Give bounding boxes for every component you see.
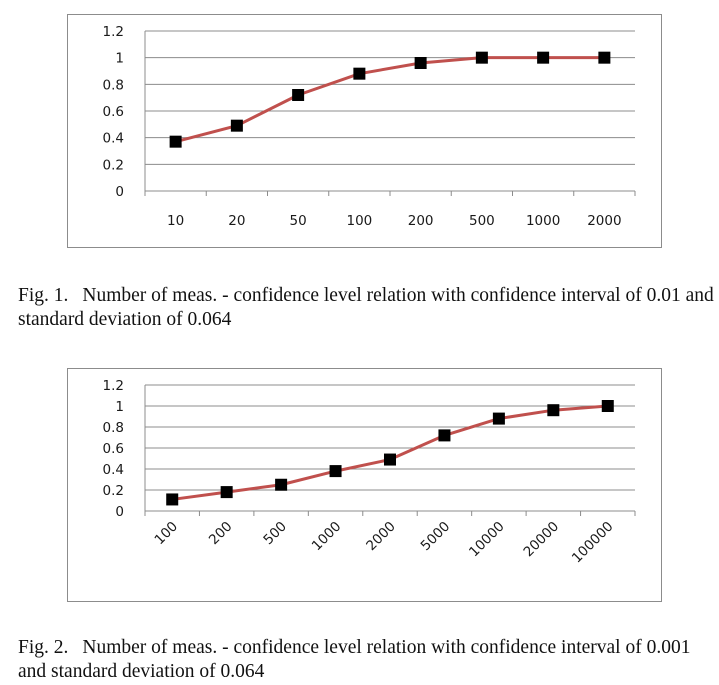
chart-1-plot: 0 0.2 0.4 0.6 0.8 1 1.2 10 20 50 100 200 500 1000 2000 <box>103 24 636 229</box>
y-tick-label: 0.4 <box>103 131 124 147</box>
figure-2-number: Fig. 2. <box>18 637 69 658</box>
y-tick-label: 0.2 <box>103 483 124 499</box>
chart-2-plot: 0 0.2 0.4 0.6 0.8 1 1.2 100 200 500 1000 2000 5000 10… <box>103 378 636 567</box>
y-tick-label: 0.6 <box>103 104 124 120</box>
data-point-marker <box>353 67 366 80</box>
data-point-marker <box>598 51 611 64</box>
data-point-marker <box>169 135 182 148</box>
y-tick-label: 1.2 <box>103 24 124 40</box>
data-point-marker <box>547 404 560 417</box>
chart-1-frame: 0 0.2 0.4 0.6 0.8 1 1.2 10 20 50 100 200 500 1000 2000 <box>67 14 662 248</box>
x-tick-label: 1000 <box>526 213 560 229</box>
x-tick-label: 500 <box>260 519 290 549</box>
data-point-marker <box>384 453 396 466</box>
y-tick-label: 1 <box>115 51 124 67</box>
figure-1-caption-text: Number of meas. - confidence level relat… <box>18 285 714 330</box>
x-tick-label: 100 <box>346 213 372 229</box>
x-tick-label: 10000 <box>466 519 508 561</box>
figure-2-caption-text: Number of meas. - confidence level relat… <box>18 637 691 682</box>
figure-1-caption: Fig. 1. Number of meas. - confidence leve… <box>18 284 718 332</box>
figure-2-caption: Fig. 2. Number of meas. - confidence leve… <box>18 636 718 684</box>
x-tick-label: 50 <box>290 213 307 229</box>
y-tick-label: 1.2 <box>103 378 124 394</box>
y-tick-label: 1 <box>115 399 124 415</box>
x-tick-label: 20 <box>228 213 245 229</box>
data-point-marker <box>438 429 451 442</box>
y-tick-label: 0.4 <box>103 462 124 478</box>
series-line <box>175 56 605 144</box>
x-tick-label: 5000 <box>418 519 454 555</box>
y-tick-label: 0.2 <box>103 157 124 173</box>
data-point-marker <box>492 412 505 425</box>
x-tick-label: 1000 <box>309 519 345 555</box>
x-tick-label: 100000 <box>569 519 617 567</box>
data-point-marker <box>230 119 243 132</box>
y-tick-label: 0 <box>115 184 124 200</box>
y-tick-label: 0.8 <box>103 77 124 93</box>
x-tick-label: 200 <box>206 519 236 549</box>
data-point-marker <box>292 89 305 101</box>
data-point-marker <box>166 493 179 506</box>
chart-2-frame: 0 0.2 0.4 0.6 0.8 1 1.2 100 200 500 1000 2000 5000 10… <box>67 368 662 602</box>
x-tick-label: 2000 <box>363 519 399 555</box>
data-point-marker <box>275 478 288 491</box>
data-point-marker <box>329 465 342 478</box>
figure-1-number: Fig. 1. <box>18 285 69 306</box>
series-line <box>172 404 608 501</box>
x-tick-label: 500 <box>469 213 495 229</box>
x-tick-label: 2000 <box>587 213 621 229</box>
y-tick-label: 0.6 <box>103 441 124 457</box>
x-tick-label: 10 <box>167 213 184 229</box>
y-tick-label: 0 <box>115 504 124 520</box>
data-point-marker <box>601 400 614 412</box>
y-tick-label: 0.8 <box>103 420 124 436</box>
data-point-marker <box>220 486 233 499</box>
data-point-marker <box>475 51 488 64</box>
x-tick-label: 100 <box>152 519 182 549</box>
x-tick-label: 20000 <box>520 519 562 561</box>
data-point-marker <box>537 51 550 64</box>
x-tick-label: 200 <box>408 213 434 229</box>
data-point-marker <box>414 57 427 69</box>
